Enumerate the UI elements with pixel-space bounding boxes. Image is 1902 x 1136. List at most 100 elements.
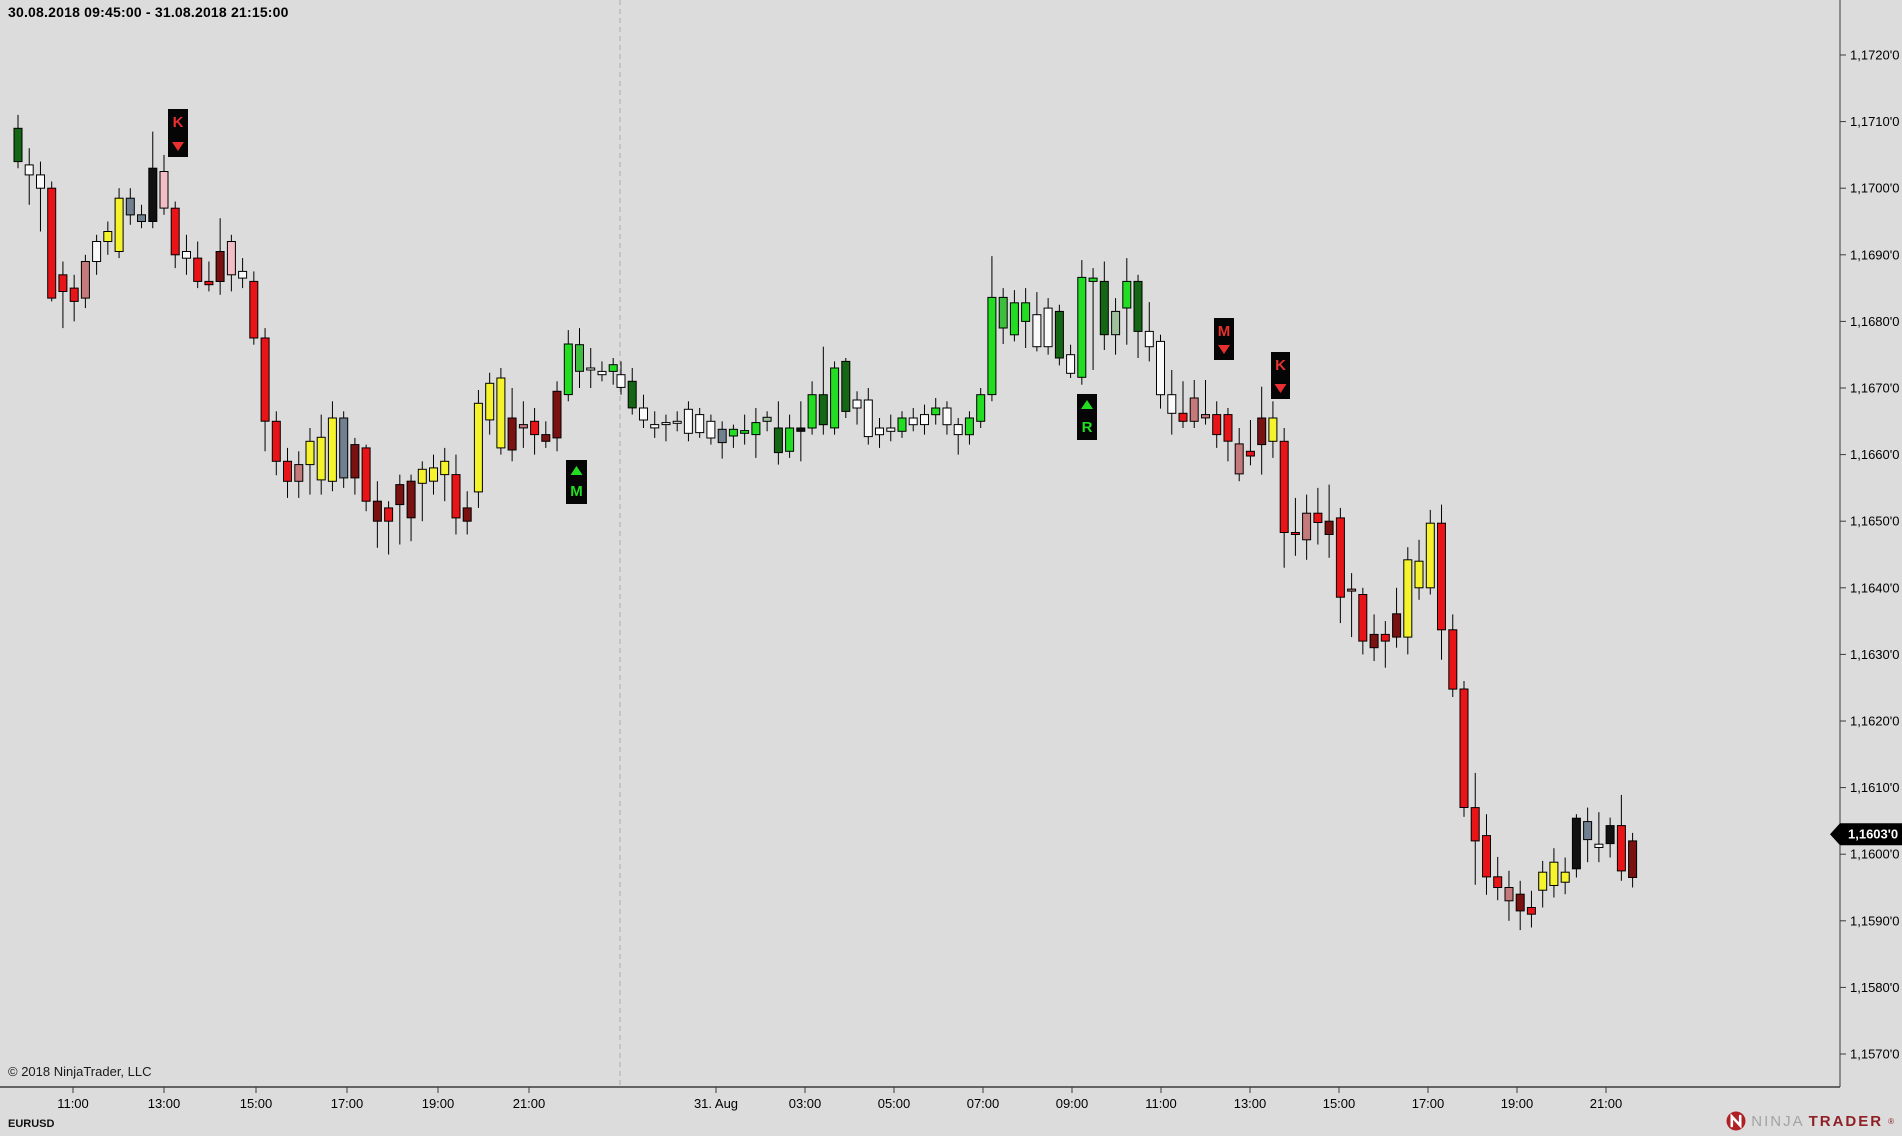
y-axis-label: 1,1580'0 xyxy=(1850,980,1899,995)
candle xyxy=(1560,857,1570,895)
candle xyxy=(451,454,461,535)
candle xyxy=(650,411,660,438)
candle xyxy=(953,418,963,455)
candle xyxy=(395,474,405,545)
candle xyxy=(1583,807,1593,863)
candle xyxy=(1279,428,1289,568)
candle xyxy=(24,148,34,205)
candle xyxy=(1021,288,1031,348)
candle xyxy=(361,444,371,512)
candle xyxy=(920,404,929,435)
svg-text:R: R xyxy=(1082,419,1093,436)
candle xyxy=(1470,772,1480,885)
candle xyxy=(639,394,648,428)
candle xyxy=(339,411,349,488)
candle xyxy=(852,391,862,425)
candle xyxy=(92,234,102,275)
candle xyxy=(575,328,584,388)
x-axis-label: 03:00 xyxy=(789,1096,822,1111)
candle xyxy=(897,411,907,438)
candle xyxy=(1493,856,1503,901)
y-axis-label: 1,1600'0 xyxy=(1850,847,1899,862)
candle xyxy=(931,398,941,425)
candle xyxy=(1482,814,1491,895)
candle xyxy=(942,401,952,435)
y-axis-label: 1,1620'0 xyxy=(1850,714,1899,729)
svg-text:K: K xyxy=(173,114,184,131)
candle xyxy=(1425,509,1435,595)
logo-text-ninja: NINJA xyxy=(1751,1112,1805,1130)
candle xyxy=(1515,880,1525,931)
candle xyxy=(1392,587,1402,648)
y-axis-label: 1,1680'0 xyxy=(1850,314,1899,329)
candle xyxy=(1111,298,1121,355)
candle xyxy=(908,408,918,432)
candle xyxy=(13,114,23,169)
candle xyxy=(785,414,795,458)
candle xyxy=(125,188,135,225)
candle xyxy=(1324,484,1334,558)
candle xyxy=(417,461,427,522)
x-axis-label: 19:00 xyxy=(1501,1096,1534,1111)
signal-marker-m-down: M xyxy=(1214,318,1234,360)
svg-text:M: M xyxy=(1218,323,1231,340)
candle xyxy=(462,491,472,535)
candle xyxy=(1628,832,1638,888)
candle xyxy=(608,358,618,385)
x-axis-label: 09:00 xyxy=(1056,1096,1089,1111)
candle xyxy=(496,368,506,455)
candle xyxy=(249,271,259,345)
candle xyxy=(1099,261,1109,350)
candle xyxy=(1504,870,1514,921)
svg-text:K: K xyxy=(1275,357,1286,374)
candle xyxy=(1032,292,1042,352)
candle xyxy=(998,288,1008,344)
candle xyxy=(841,358,851,418)
candle xyxy=(429,454,438,495)
candle xyxy=(1414,539,1424,600)
candle xyxy=(103,221,113,255)
y-axis-label: 1,1720'0 xyxy=(1850,48,1899,63)
x-axis-label: 05:00 xyxy=(878,1096,911,1111)
y-axis-label: 1,1570'0 xyxy=(1850,1047,1899,1062)
x-axis-label: 19:00 xyxy=(422,1096,455,1111)
candle xyxy=(796,401,806,462)
candle xyxy=(507,388,517,462)
candle xyxy=(773,401,783,465)
candle xyxy=(830,361,840,435)
candle xyxy=(563,330,573,402)
candle xyxy=(1526,890,1536,928)
candle xyxy=(1077,260,1087,385)
x-axis-label: 07:00 xyxy=(967,1096,1000,1111)
candle xyxy=(36,161,45,232)
y-axis-label: 1,1590'0 xyxy=(1850,913,1899,928)
signal-marker-k-down: K xyxy=(1271,352,1290,399)
y-axis-label: 1,1710'0 xyxy=(1850,114,1899,129)
svg-text:1,1603'0: 1,1603'0 xyxy=(1848,827,1898,842)
candle xyxy=(1369,614,1379,662)
candle xyxy=(305,428,315,495)
candle xyxy=(1088,268,1098,370)
last-price-marker: 1,1603'0 xyxy=(1830,823,1902,846)
candle xyxy=(717,421,727,459)
candle xyxy=(886,414,896,442)
candle xyxy=(597,361,607,382)
candle xyxy=(1594,812,1604,863)
candle xyxy=(170,201,180,269)
candle xyxy=(695,408,705,438)
x-axis-label: 11:00 xyxy=(57,1096,89,1111)
candle xyxy=(1245,420,1255,466)
signal-marker-r-up: R xyxy=(1077,394,1097,440)
candle xyxy=(69,274,79,322)
y-axis-label: 1,1650'0 xyxy=(1850,514,1899,529)
candle xyxy=(987,256,997,402)
candle xyxy=(976,388,986,428)
candle xyxy=(740,414,750,445)
x-axis-label: 13:00 xyxy=(1234,1096,1267,1111)
y-axis-label: 1,1670'0 xyxy=(1850,381,1899,396)
candle xyxy=(1616,794,1626,881)
candle xyxy=(1043,298,1053,355)
y-axis-label: 1,1630'0 xyxy=(1850,647,1899,662)
x-axis-label: 21:00 xyxy=(1590,1096,1623,1111)
